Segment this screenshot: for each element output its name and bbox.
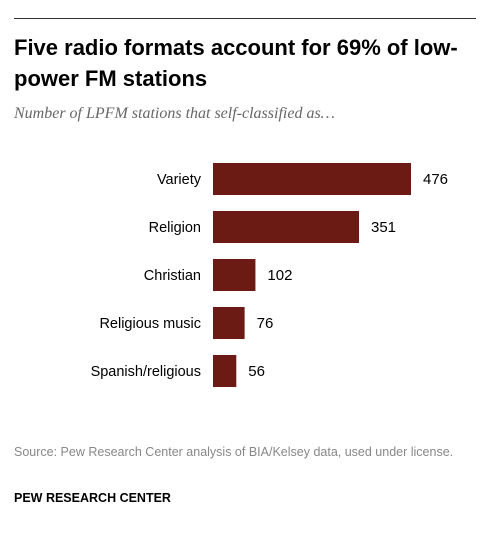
bar	[213, 307, 245, 339]
category-label: Religion	[149, 220, 201, 236]
category-label: Christian	[144, 268, 201, 284]
source-note: Source: Pew Research Center analysis of …	[14, 445, 454, 459]
category-label: Spanish/religious	[91, 364, 201, 380]
category-label: Variety	[157, 172, 202, 188]
bar	[213, 163, 411, 195]
value-label: 76	[257, 315, 274, 332]
bar	[213, 355, 237, 387]
value-label: 56	[248, 363, 265, 380]
chart-subtitle: Number of LPFM stations that self-classi…	[14, 105, 335, 122]
value-label: 476	[423, 171, 448, 188]
bar	[213, 259, 256, 291]
top-rule	[14, 18, 476, 19]
value-label: 102	[267, 267, 292, 284]
bar	[213, 211, 360, 243]
chart-title: Five radio formats account for 69% of lo…	[14, 35, 458, 91]
category-label: Religious music	[99, 316, 201, 332]
organization-credit: PEW RESEARCH CENTER	[14, 491, 171, 505]
bar-chart: Variety 476 Religion 351 Christian 102 Religio…	[91, 163, 448, 387]
value-label: 351	[371, 219, 396, 236]
